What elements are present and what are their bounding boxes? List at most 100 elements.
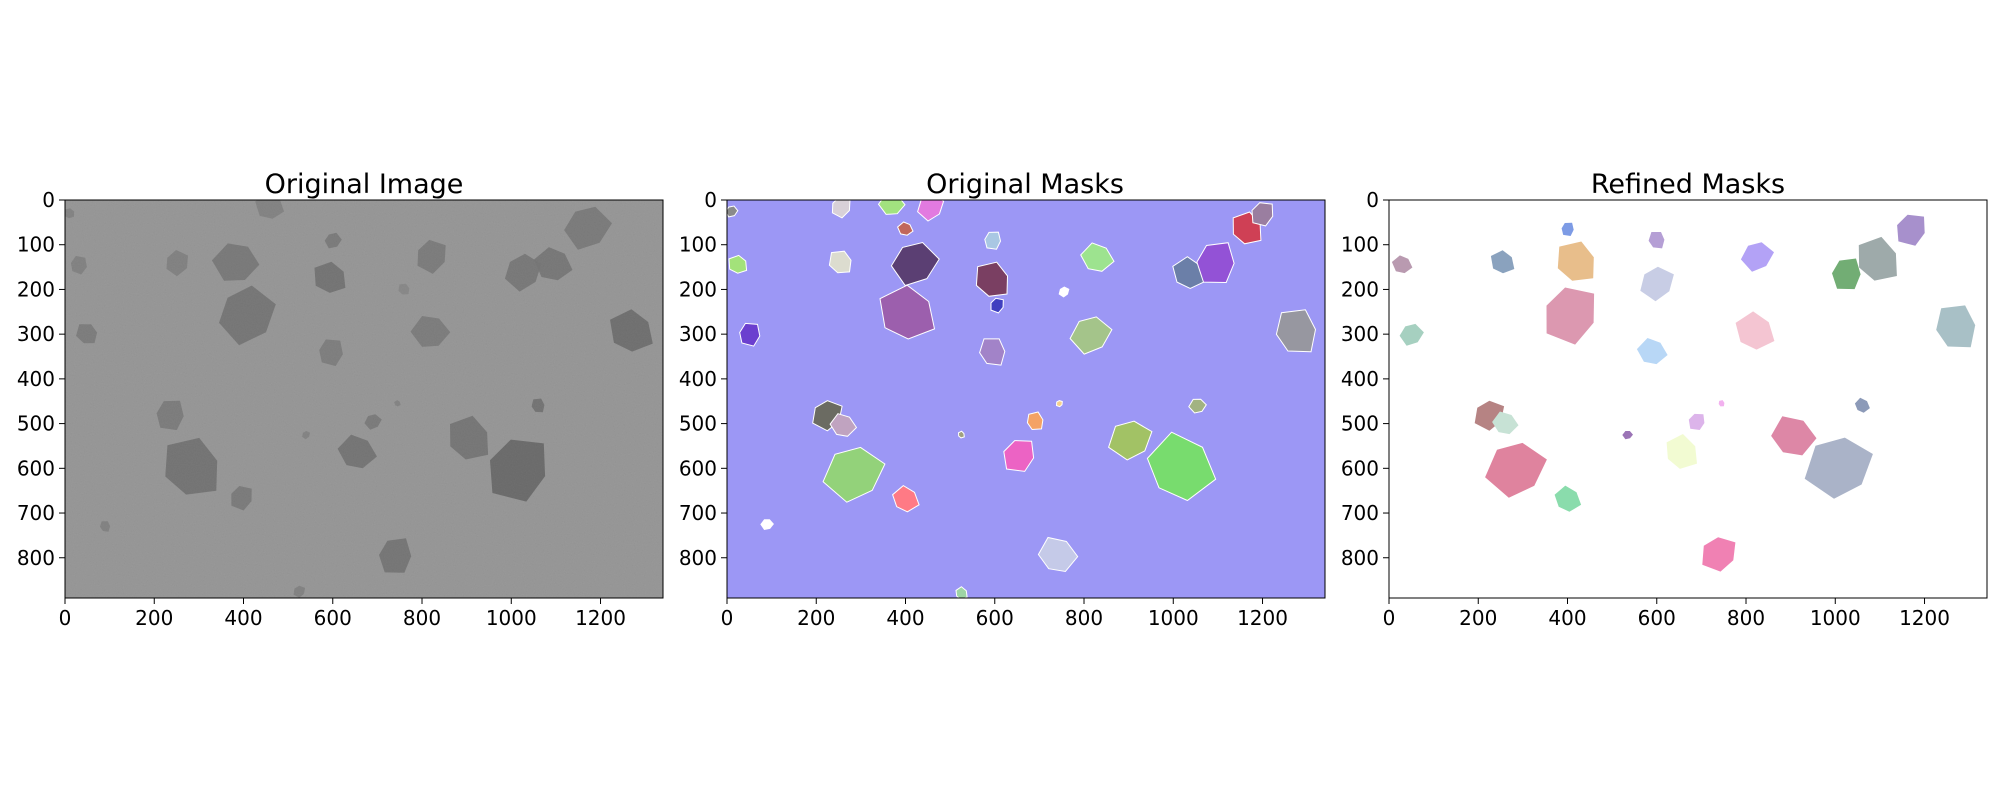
x-tick-label: 1200: [1237, 606, 1288, 630]
y-tick-label: 700: [1341, 501, 1379, 525]
image-area: [65, 200, 663, 598]
panel-title: Refined Masks: [1591, 169, 1785, 200]
image-noise: [65, 200, 663, 598]
x-tick-label: 800: [1065, 606, 1103, 630]
mask-region: [1854, 397, 1870, 413]
mask-region: [1196, 242, 1235, 284]
y-tick-label: 500: [1341, 412, 1379, 436]
mask-region: [1251, 202, 1274, 227]
y-tick-label: 300: [17, 322, 55, 346]
x-tick-label: 0: [1383, 606, 1396, 630]
y-tick-label: 300: [1341, 322, 1379, 346]
mask-region: [1108, 420, 1153, 461]
mask-region: [1557, 241, 1594, 281]
mask-region: [1858, 236, 1897, 281]
x-tick-label: 1000: [1810, 606, 1861, 630]
y-tick-label: 200: [1341, 277, 1379, 301]
mask-region: [1561, 222, 1574, 236]
x-tick-label: 1000: [486, 606, 537, 630]
x-tick-label: 600: [1638, 606, 1676, 630]
mask-region: [1037, 536, 1079, 573]
y-tick-label: 400: [17, 367, 55, 391]
mask-region: [1188, 398, 1207, 414]
x-tick-label: 600: [976, 606, 1014, 630]
y-tick-label: 100: [17, 233, 55, 257]
x-tick-label: 200: [1459, 606, 1497, 630]
mask-region: [1832, 258, 1861, 290]
panel-original-image: Original Image 0 200 400 600 800 1000 1200 0 100…: [17, 169, 664, 630]
mask-region: [917, 200, 945, 222]
image-background: [727, 200, 1325, 598]
mask-region: [1640, 266, 1674, 302]
y-tick-label: 100: [679, 233, 717, 257]
mask-region: [822, 446, 886, 503]
x-tick-label: 0: [721, 606, 734, 630]
mask-region: [1485, 442, 1547, 498]
y-tick-label: 800: [17, 546, 55, 570]
x-tick-label: 400: [224, 606, 262, 630]
panel-title: Original Masks: [926, 169, 1124, 200]
x-tick-label: 0: [59, 606, 72, 630]
panel-refined-masks: Refined Masks 0 200 400 600 800 1000 1200 0 100 2…: [1341, 169, 1988, 630]
mask-region: [1688, 413, 1705, 430]
mask-region: [1936, 305, 1976, 348]
mask-region: [1718, 400, 1725, 407]
x-tick-label: 800: [403, 606, 441, 630]
panel-title: Original Image: [265, 169, 464, 200]
y-tick-label: 400: [679, 367, 717, 391]
y-tick-label: 500: [679, 412, 717, 436]
mask-region: [1058, 286, 1070, 298]
x-tick-label: 600: [314, 606, 352, 630]
x-tick-label: 1200: [1899, 606, 1950, 630]
mask-region: [1026, 411, 1044, 431]
mask-region: [1648, 232, 1665, 249]
mask-region: [739, 322, 761, 347]
mask-region: [760, 519, 774, 530]
mask-region: [1003, 440, 1035, 472]
mask-region: [879, 284, 936, 340]
y-tick-label: 800: [1341, 546, 1379, 570]
mask-region: [984, 231, 1002, 250]
y-tick-label: 300: [679, 322, 717, 346]
mask-region: [1740, 242, 1774, 272]
mask-region: [1391, 255, 1413, 274]
mask-region: [1055, 400, 1063, 408]
mask-region: [877, 200, 906, 215]
mask-region: [1492, 411, 1519, 435]
mask-region: [1275, 309, 1317, 353]
mask-region: [979, 338, 1006, 366]
panel-original-masks: Original Masks 0 200 400 600 800 1000 1200 0 100…: [679, 169, 1326, 630]
mask-region: [1546, 287, 1595, 345]
mask-region: [1771, 416, 1817, 456]
y-tick-label: 200: [17, 277, 55, 301]
mask-region: [727, 205, 739, 218]
axes-frame: [1388, 199, 1988, 599]
mask-region: [1804, 437, 1873, 499]
x-tick-label: 200: [797, 606, 835, 630]
mask-region: [829, 413, 858, 437]
y-tick-label: 700: [17, 501, 55, 525]
x-tick-label: 1000: [1148, 606, 1199, 630]
axes-frame: [64, 199, 664, 599]
image-area: [727, 200, 1325, 598]
mask-region: [1490, 250, 1515, 274]
y-tick-label: 0: [704, 188, 717, 212]
mask-region: [728, 254, 748, 274]
mask-region: [1622, 431, 1633, 440]
image-area: [1389, 200, 1987, 598]
mask-region: [1069, 316, 1113, 355]
mask-region: [1554, 485, 1582, 512]
y-tick-label: 200: [679, 277, 717, 301]
x-tick-label: 400: [1548, 606, 1586, 630]
x-tick-label: 1200: [575, 606, 626, 630]
mask-region: [1735, 311, 1775, 350]
mask-region: [1080, 242, 1115, 272]
y-tick-label: 600: [679, 456, 717, 480]
mask-region: [896, 221, 914, 236]
mask-region: [892, 484, 920, 513]
mask-region: [1636, 338, 1668, 365]
image-background: [1389, 200, 1987, 598]
mask-region: [1897, 214, 1925, 246]
y-tick-label: 600: [17, 456, 55, 480]
